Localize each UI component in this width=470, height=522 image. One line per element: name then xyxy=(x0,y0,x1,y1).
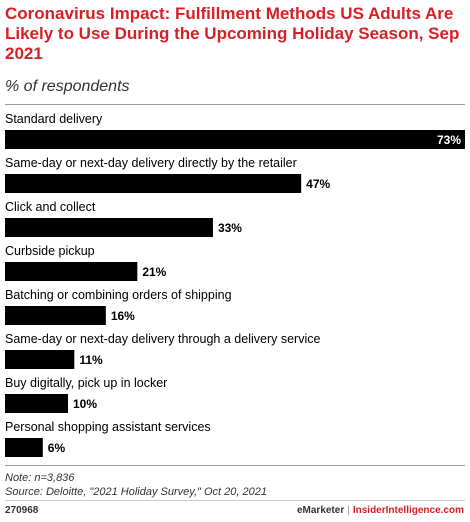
chart-subtitle: % of respondents xyxy=(5,78,130,95)
bar xyxy=(5,306,106,325)
brand-footer: eMarketer | InsiderIntelligence.com xyxy=(297,505,464,516)
bar xyxy=(5,218,213,237)
top-rule xyxy=(5,104,465,105)
footnote: Note: n=3,836 Source: Deloitte, "2021 Ho… xyxy=(5,471,267,499)
category-label: Same-day or next-day delivery directly b… xyxy=(5,156,297,170)
category-label: Curbside pickup xyxy=(5,244,95,258)
value-label: 6% xyxy=(48,441,66,455)
bar xyxy=(5,394,69,413)
category-label: Buy digitally, pick up in locker xyxy=(5,376,167,390)
value-label: 10% xyxy=(73,397,97,411)
value-label: 16% xyxy=(111,309,135,323)
bar xyxy=(5,174,302,193)
brand-separator: | xyxy=(347,505,350,516)
bar xyxy=(5,262,138,281)
bottom-rule xyxy=(5,465,465,466)
bottom-rule-2 xyxy=(5,500,465,501)
category-label: Personal shopping assistant services xyxy=(5,420,211,434)
bar-chart: Standard delivery 73% Same-day or next-day… xyxy=(5,112,465,457)
chart-id: 270968 xyxy=(5,505,39,516)
value-label: 11% xyxy=(79,353,103,367)
value-label: 47% xyxy=(306,177,330,191)
note-text: Note: n=3,836 xyxy=(5,472,75,484)
category-label: Same-day or next-day delivery through a … xyxy=(5,332,320,346)
chart-title: Coronavirus Impact: Fulfillment Methods … xyxy=(5,4,460,63)
category-label: Standard delivery xyxy=(5,112,103,126)
value-label: 73% xyxy=(437,133,461,147)
category-label: Click and collect xyxy=(5,200,96,214)
source-text: Source: Deloitte, "2021 Holiday Survey,"… xyxy=(5,486,267,498)
brand-insider-intelligence: InsiderIntelligence.com xyxy=(352,505,464,516)
bar xyxy=(5,130,465,149)
value-label: 33% xyxy=(218,221,242,235)
value-label: 21% xyxy=(142,265,166,279)
category-label: Batching or combining orders of shipping xyxy=(5,288,232,302)
bar xyxy=(5,438,43,457)
bar xyxy=(5,350,75,369)
brand-emarketer: eMarketer xyxy=(296,505,345,516)
